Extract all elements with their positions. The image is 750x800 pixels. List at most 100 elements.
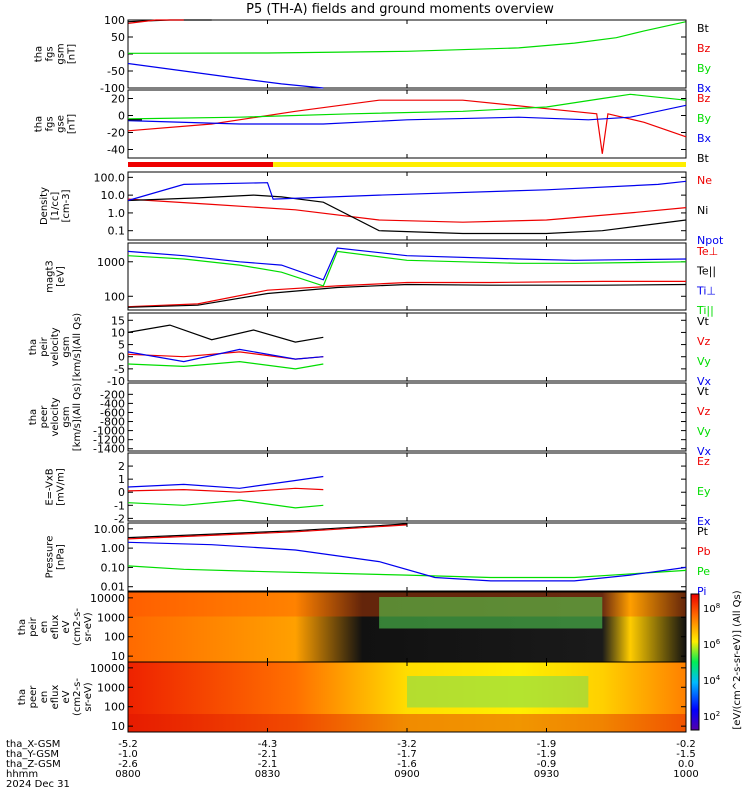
series-line-Pt [127,523,408,539]
legend-entry: Bx [697,82,712,95]
y-axis-label: tha [34,116,45,132]
series-line-Npot [127,180,687,202]
x-row-value: -5.2 [118,739,138,750]
legend-entry: Pi [697,585,706,598]
legend-entry: Ni [697,204,708,217]
y-axis-label: magt3 [45,260,56,293]
colorbar-tick-label: 104 [703,674,721,687]
panel-1: 100 50 0 -50 -100 tha fgs gsm [nT] Bt Bz By Bx [34,14,712,95]
x-row-value: -0.2 [676,739,696,750]
panel-frame [127,452,687,522]
heatmap-band-green [379,597,603,629]
series-line-Pe [127,565,687,579]
series-line-Bz [127,19,184,24]
legend-entry: By [697,62,712,75]
legend-entry: Te⊥ [696,245,718,258]
heatmap-band-low [128,714,686,732]
legend-entry: Vz [697,335,711,348]
y-tick-label: 0 [118,351,125,364]
tick-base: 10 [703,676,716,687]
series-line-Ti|| [127,250,687,287]
y-axis-label: eflux [50,685,61,710]
y-axis-label: en [39,691,50,704]
y-tick-label: 5 [118,339,125,352]
legend-entry: Ti⊥ [696,284,716,297]
y-tick-label: 0.01 [101,581,126,594]
figure-title: P5 (TH-A) fields and ground moments over… [246,2,554,17]
y-axis-label: [nPa] [56,544,67,570]
legend-entry: Bz [697,92,711,105]
y-tick-label: -5 [114,363,125,376]
series-line-Bz [127,99,687,154]
panel-frame [127,242,687,311]
series-line-Ez [127,487,324,493]
series-line-Vx [127,348,324,363]
x-axis-annotation: tha_X-GSM -5.2 -4.3 -3.2 -1.9 -0.2 tha_Y-GSM -1… [6,739,699,790]
legend-entry: Vx [697,445,712,458]
panel-frame [127,522,687,592]
colorbar-label: [eV/(cm^2-s-sr-eV)] (All Qs) [732,590,743,729]
y-tick-label: 100 [104,631,125,644]
series-line-Ex [127,475,324,489]
heatmap-band-green [407,676,589,708]
legend-entry: Bt [697,152,710,165]
y-axis-label: en [39,621,50,634]
y-tick-label: -400 [100,397,125,410]
panel-frame [127,312,687,382]
y-axis-label: Density [39,187,50,225]
tick-base: 10 [703,604,716,615]
y-axis-label: eV [61,690,72,703]
x-row-label: tha_X-GSM [6,739,60,750]
legend-entry: Vz [697,405,711,418]
legend-entry: Ti|| [696,304,714,317]
colorbar-tick-label: 108 [703,602,720,615]
panel-2: 20 0 -20 -40 tha fgs gse [nT] Bz By Bx Bt [34,89,712,165]
y-tick-label: 0.10 [101,561,126,574]
tick-exponent: 6 [716,638,721,646]
x-row-value: -3.2 [397,739,417,750]
y-tick-label: -20 [107,127,125,140]
tick-base: 10 [703,712,716,723]
y-tick-label: 100 [104,701,125,714]
tick-exponent: 8 [716,602,720,610]
y-axis-label: [nT] [67,44,78,64]
legend-entry: Vy [697,355,711,368]
series-line-By [127,93,687,120]
legend-entry: Vx [697,375,712,388]
y-tick-label: 10.0 [101,189,126,202]
x-row-value: -1.9 [537,739,557,750]
y-tick-label: 1.00 [101,542,126,555]
series-line-Te⊥ [127,280,686,308]
y-axis-label: peir [28,616,39,636]
y-axis-label: peir [39,336,50,356]
panel-7: 210-1-2 E=-VxB [mV/m] Ez Ey Ex [45,452,711,528]
x-row-value: 0830 [255,769,280,780]
series-line-Ni [127,194,687,235]
y-axis-label: gsm [56,43,67,64]
y-axis-label: peer [28,685,39,709]
y-axis-label: fgs [45,46,56,61]
legend-entry: Npot [697,234,724,247]
y-tick-label: 0 [118,110,125,123]
x-row-value: 0900 [394,769,419,780]
x-row-value: -1.9 [537,749,557,760]
y-axis-label: sr-eV) [83,612,94,641]
y-axis-label: Pressure [45,536,56,579]
panel-4: 1000 100 magt3 [eV] Te⊥ Te|| Ti⊥ Ti|| [45,242,718,317]
y-axis-label: fgs [45,116,56,131]
y-axis-label: peer [39,405,50,429]
y-axis-label: (cm2-s- [72,608,83,646]
series-line-Pb [127,524,408,540]
y-tick-label: 10000 [90,592,125,605]
y-axis-label: [mV/m] [56,468,67,506]
x-row-value: 1000 [673,769,698,780]
y-tick-label: 100.0 [94,171,126,184]
y-tick-label: -1200 [93,434,125,447]
y-tick-label: 0 [118,48,125,61]
series-line-Pi [127,541,687,582]
legend-entry: Vt [697,315,710,328]
panel-6: -200-400-600-800-1000-1200-1400 tha peer ve… [28,382,712,458]
y-axis-label: eV [61,620,72,633]
